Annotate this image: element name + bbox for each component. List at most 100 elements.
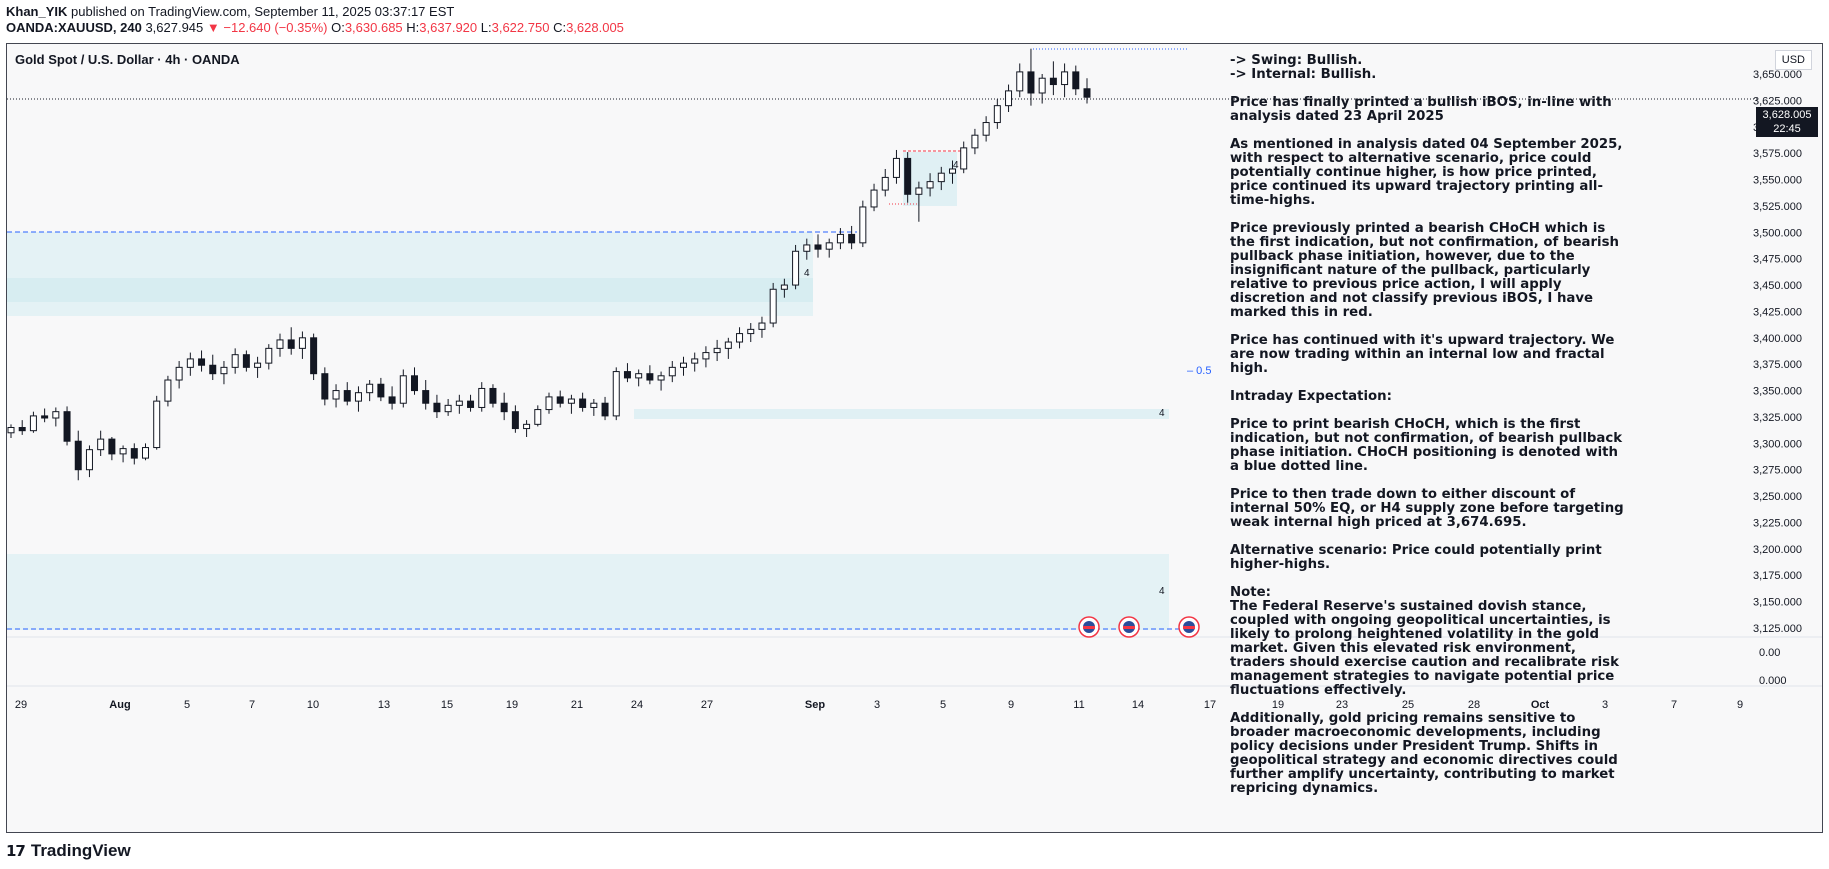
note-paragraph-3: As mentioned in analysis dated 04 Septem… bbox=[1230, 137, 1623, 208]
candle bbox=[724, 337, 732, 359]
price-tick-label: 3,575.000 bbox=[1753, 148, 1802, 160]
candle bbox=[702, 346, 710, 368]
candle bbox=[523, 420, 531, 438]
price-tick-label: 3,625.000 bbox=[1753, 95, 1802, 107]
candle bbox=[276, 333, 284, 357]
candle bbox=[511, 405, 519, 433]
candle bbox=[993, 99, 1001, 129]
price-tick-label: 3,525.000 bbox=[1753, 201, 1802, 213]
candle bbox=[422, 380, 430, 410]
price-tick-label: 3,450.000 bbox=[1753, 280, 1802, 292]
candle bbox=[52, 407, 60, 427]
time-tick-label: 21 bbox=[571, 699, 583, 711]
candle bbox=[623, 363, 631, 383]
tv-logo-icon: 𝟭𝟳 bbox=[6, 843, 26, 860]
candle bbox=[130, 443, 138, 465]
candle bbox=[758, 316, 766, 338]
demand-zone-lower bbox=[7, 554, 1169, 630]
candle bbox=[411, 367, 418, 395]
candle bbox=[971, 128, 979, 155]
candle bbox=[825, 238, 833, 258]
candle bbox=[254, 356, 262, 378]
candle bbox=[444, 399, 452, 416]
candle bbox=[29, 411, 37, 433]
candle bbox=[646, 365, 654, 385]
candle bbox=[63, 406, 71, 446]
price-tick-label: 3,425.000 bbox=[1753, 306, 1802, 318]
brand-name: TradingView bbox=[30, 841, 131, 860]
tf-label-4: 4 bbox=[1159, 586, 1165, 597]
time-tick-label: 23 bbox=[1336, 699, 1348, 711]
candle bbox=[142, 443, 149, 461]
candle bbox=[1027, 48, 1035, 106]
price-tick-label: 3,175.000 bbox=[1753, 570, 1802, 582]
candle bbox=[904, 152, 912, 203]
candle bbox=[780, 278, 788, 298]
demand-zone-upper bbox=[7, 232, 813, 316]
note-paragraph-7: Price to print bearish CHoCH, which is t… bbox=[1230, 417, 1623, 474]
us-event-flag-2[interactable] bbox=[1118, 616, 1140, 638]
time-tick-label: 5 bbox=[940, 699, 946, 711]
us-event-flag-3[interactable] bbox=[1178, 616, 1200, 638]
candle bbox=[668, 361, 676, 383]
tf-label-1: 4 bbox=[804, 268, 810, 279]
note-paragraph-11: Additionally, gold pricing remains sensi… bbox=[1230, 711, 1618, 796]
candle bbox=[545, 392, 553, 414]
candle bbox=[209, 354, 217, 381]
price-tick-label: 3,350.000 bbox=[1753, 386, 1802, 398]
candle bbox=[500, 392, 508, 421]
candle bbox=[848, 225, 856, 250]
note-paragraph-2: Price has finally printed a bullish iBOS… bbox=[1230, 95, 1612, 124]
time-tick-label: 9 bbox=[1008, 699, 1014, 711]
candle bbox=[534, 405, 542, 427]
publish-header: Khan_YIK published on TradingView.com, S… bbox=[6, 4, 624, 36]
time-axis[interactable]: 29 Aug 5 7 10 13 15 19 21 24 27 Sep 3 5 9 11 14 17 19 23 25 2… bbox=[15, 699, 1743, 711]
publisher-name[interactable]: Khan_YIK bbox=[6, 4, 68, 19]
candle bbox=[556, 390, 564, 408]
candle bbox=[680, 356, 687, 376]
close-value: 3,628.005 bbox=[566, 20, 624, 35]
time-tick-label: 14 bbox=[1132, 699, 1144, 711]
candle bbox=[332, 384, 340, 408]
chart-panel[interactable]: 3,650.0003,625.0003,600.0003,575.0003,55… bbox=[6, 43, 1823, 833]
candle bbox=[769, 282, 777, 328]
candle bbox=[198, 350, 206, 372]
high-label: H: bbox=[406, 20, 420, 35]
low-value: 3,622.750 bbox=[491, 20, 550, 35]
candle bbox=[287, 327, 295, 355]
time-tick-label: 17 bbox=[1204, 699, 1216, 711]
publisher-line: Khan_YIK published on TradingView.com, S… bbox=[6, 4, 624, 20]
time-tick-label: 19 bbox=[506, 699, 518, 711]
tf-label-2: 4 bbox=[953, 160, 959, 171]
price-axis[interactable]: 3,650.0003,625.0003,600.0003,575.0003,55… bbox=[1753, 69, 1802, 687]
candle bbox=[1083, 78, 1091, 104]
ohlc-line: OANDA:XAUUSD, 240 3,627.945 ▼ −12.640 (−… bbox=[6, 20, 624, 36]
candle bbox=[108, 437, 116, 461]
candle bbox=[949, 160, 956, 184]
candle bbox=[220, 361, 228, 385]
candle bbox=[399, 369, 407, 408]
candle bbox=[97, 430, 105, 456]
eq-label: – 0.5 bbox=[1187, 365, 1211, 377]
time-tick-label: 29 bbox=[15, 699, 27, 711]
us-event-flag-1[interactable] bbox=[1078, 616, 1100, 638]
candle bbox=[7, 424, 15, 439]
candle bbox=[388, 386, 396, 410]
time-tick-label: 3 bbox=[874, 699, 880, 711]
currency-button[interactable]: USD bbox=[1774, 50, 1812, 70]
time-tick-label: 5 bbox=[184, 699, 190, 711]
price-tick-label: 3,400.000 bbox=[1753, 333, 1802, 345]
candle bbox=[960, 141, 968, 174]
candle bbox=[579, 392, 587, 412]
candle bbox=[567, 394, 575, 414]
price-tick-label: 3,200.000 bbox=[1753, 544, 1802, 556]
candle bbox=[859, 200, 867, 248]
price-tick-label: 3,500.000 bbox=[1753, 227, 1802, 239]
candle bbox=[354, 386, 362, 412]
candle bbox=[455, 394, 463, 414]
candle bbox=[164, 375, 172, 407]
change-value: ▼ −12.640 (−0.35%) bbox=[206, 20, 328, 35]
candle bbox=[736, 327, 744, 349]
candle bbox=[18, 420, 26, 435]
tradingview-logo[interactable]: 𝟭𝟳 TradingView bbox=[6, 841, 131, 861]
